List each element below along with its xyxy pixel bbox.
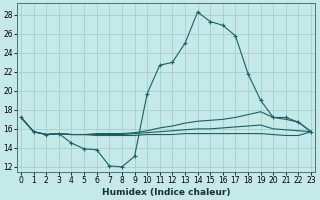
X-axis label: Humidex (Indice chaleur): Humidex (Indice chaleur): [102, 188, 230, 197]
